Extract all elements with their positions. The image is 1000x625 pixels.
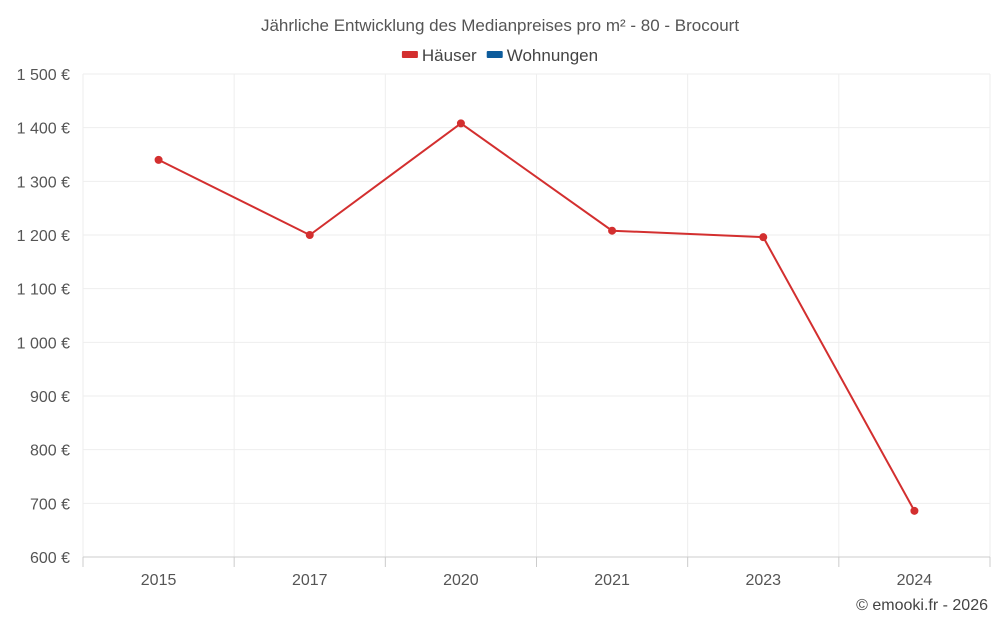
data-point[interactable] bbox=[910, 506, 919, 515]
y-tick-label: 900 € bbox=[30, 389, 70, 406]
gridlines bbox=[82, 73, 991, 557]
x-tick-label: 2021 bbox=[594, 572, 630, 589]
x-tick-label: 2015 bbox=[141, 572, 177, 589]
legend-label: Wohnungen bbox=[507, 46, 598, 65]
y-tick-label: 1 400 € bbox=[17, 121, 70, 138]
x-tick-label: 2017 bbox=[292, 572, 328, 589]
y-axis: 600 € 700 € 800 € 900 € 1 000 € 1 100 € 1 200 … bbox=[17, 67, 70, 567]
credit-text: © emooki.fr - 2026 bbox=[856, 597, 988, 614]
legend-label: Häuser bbox=[422, 46, 477, 65]
chart-title: Jährliche Entwicklung des Medianpreises … bbox=[261, 16, 739, 35]
x-tick-label: 2020 bbox=[443, 572, 479, 589]
legend-swatch bbox=[401, 51, 418, 58]
legend: Häuser Wohnungen bbox=[401, 46, 598, 65]
y-tick-label: 600 € bbox=[30, 550, 70, 567]
data-point[interactable] bbox=[305, 231, 314, 239]
y-tick-label: 1 200 € bbox=[17, 228, 70, 245]
series-layer bbox=[154, 119, 919, 515]
y-tick-label: 700 € bbox=[30, 496, 70, 513]
x-tick-label: 2024 bbox=[897, 572, 933, 589]
y-tick-label: 1 000 € bbox=[17, 335, 70, 352]
data-point[interactable] bbox=[608, 226, 617, 235]
legend-item[interactable]: Wohnungen bbox=[486, 46, 598, 65]
data-point[interactable] bbox=[456, 119, 465, 128]
legend-item[interactable]: Häuser bbox=[401, 46, 477, 65]
series-line-0 bbox=[158, 122, 916, 512]
y-tick-label: 1 300 € bbox=[17, 174, 70, 191]
x-axis: 2015 2017 2020 2021 2023 2024 bbox=[82, 556, 991, 589]
y-tick-label: 1 100 € bbox=[17, 282, 70, 299]
data-point[interactable] bbox=[759, 233, 768, 242]
y-tick-label: 800 € bbox=[30, 443, 70, 460]
x-tick-label: 2023 bbox=[745, 572, 781, 589]
legend-swatch bbox=[486, 51, 503, 58]
data-point[interactable] bbox=[154, 155, 163, 164]
y-tick-label: 1 500 € bbox=[17, 67, 70, 84]
